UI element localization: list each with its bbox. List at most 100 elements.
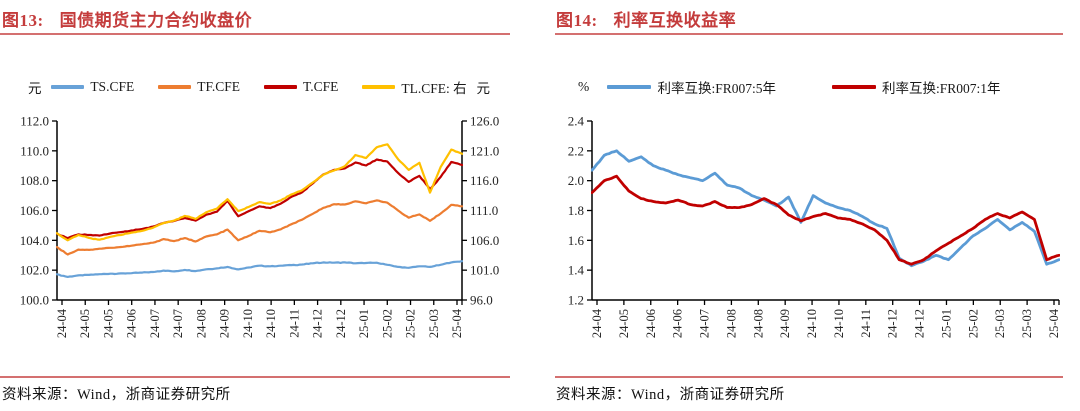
x-tick-label: 25-02 bbox=[404, 309, 418, 338]
series-line bbox=[56, 199, 463, 256]
y-tick-label: 101.0 bbox=[470, 263, 499, 278]
tick-marks bbox=[52, 120, 467, 305]
y-tick-label: 1.4 bbox=[568, 263, 585, 278]
figure-14-title: 图14: 利率互换收益率 bbox=[556, 6, 736, 31]
figure-14-label: 图14: bbox=[556, 11, 598, 30]
source-divider bbox=[555, 376, 1063, 378]
y-tick-label: 2.2 bbox=[568, 143, 584, 158]
y-tick-label: 111.0 bbox=[470, 203, 498, 218]
y-tick-label: 104.0 bbox=[20, 233, 49, 248]
y-tick-label: 106.0 bbox=[470, 233, 499, 248]
figure-13-panel: 图13: 国债期货主力合约收盘价 元 TS.CFE TF.CFE T.CFE TL.CF… bbox=[0, 6, 510, 403]
source-note: 资料来源：Wind，浙商证券研究所 bbox=[2, 387, 231, 403]
y-tick-label: 1.2 bbox=[568, 293, 584, 308]
y-tick-label: 2.4 bbox=[568, 114, 585, 129]
y-tick-label: 102.0 bbox=[20, 263, 49, 278]
x-tick-label: 24-04 bbox=[55, 308, 69, 338]
series-line bbox=[56, 158, 463, 240]
figure-14-chart-canvas: 1.2 1.4 1.6 1.8 2.0 2.2 2.4 24-04 24-05 24-06 24-0… bbox=[568, 114, 1061, 339]
x-tick-label: 24-09 bbox=[778, 309, 792, 338]
legend-swatch bbox=[51, 85, 85, 89]
legend-label: 利率互换:FR007:5年 bbox=[657, 81, 776, 96]
x-tick-label: 25-01 bbox=[940, 309, 954, 338]
legend-label: TS.CFE bbox=[90, 79, 135, 94]
legend-swatch bbox=[264, 85, 298, 89]
source-note: 资料来源：Wind，浙商证券研究所 bbox=[556, 387, 785, 403]
figure-13-label: 图13: bbox=[2, 11, 44, 30]
y-tick-label: 100.0 bbox=[20, 293, 49, 308]
x-tick-label: 24-05 bbox=[617, 309, 631, 338]
x-tick-label: 24-07 bbox=[698, 309, 712, 338]
x-tick-label: 24-12 bbox=[886, 309, 900, 338]
x-tick-label: 24-08 bbox=[194, 309, 208, 338]
x-tick-label: 24-06 bbox=[644, 309, 658, 338]
figure-13-title: 图13: 国债期货主力合约收盘价 bbox=[2, 6, 252, 31]
y-tick-label: 121.0 bbox=[470, 143, 499, 158]
figure-14-title-text: 利率互换收益率 bbox=[613, 11, 737, 30]
y-tick-label: 116.0 bbox=[470, 173, 499, 188]
x-tick-label: 24-06 bbox=[671, 309, 685, 338]
legend-row: % 利率互换:FR007:5年 利率互换:FR007:1年 bbox=[578, 78, 1030, 96]
x-tick-label: 24-10 bbox=[241, 309, 255, 338]
y-tick-label: 126.0 bbox=[470, 114, 499, 129]
y-tick-label: 112.0 bbox=[20, 114, 49, 129]
legend-swatch bbox=[158, 85, 192, 89]
y-tick-label: 2.0 bbox=[568, 173, 584, 188]
x-tick-label: 25-02 bbox=[966, 309, 980, 338]
x-tick-label: 24-10 bbox=[832, 309, 846, 338]
y-tick-label: 96.0 bbox=[470, 293, 493, 308]
x-tick-label: 24-05 bbox=[78, 309, 92, 338]
y-tick-label: 110.0 bbox=[20, 143, 49, 158]
x-tick-label: 25-03 bbox=[1020, 309, 1034, 338]
series-line bbox=[56, 143, 463, 242]
x-tick-label: 25-02 bbox=[380, 309, 394, 338]
x-tick-label: 24-12 bbox=[913, 309, 927, 338]
legend-item: TF.CFE bbox=[158, 79, 240, 95]
legend-item: T.CFE bbox=[264, 79, 338, 95]
series-line bbox=[591, 174, 1060, 266]
series-line bbox=[56, 260, 463, 278]
x-tick-label: 25-01 bbox=[357, 309, 371, 338]
figure-13-chart-canvas: 100.0 102.0 104.0 106.0 108.0 110.0 112.0 96.0 1… bbox=[20, 114, 500, 339]
legend-item: TL.CFE: 右 bbox=[362, 77, 467, 97]
x-tick-label: 24-08 bbox=[724, 309, 738, 338]
tick-labels: 100.0 102.0 104.0 106.0 108.0 110.0 112.0 96.0 1… bbox=[20, 114, 500, 339]
legend-swatch bbox=[832, 85, 876, 89]
x-tick-label: 24-12 bbox=[334, 309, 348, 338]
legend-swatch bbox=[607, 85, 652, 89]
axes bbox=[591, 121, 1059, 301]
x-tick-label: 24-07 bbox=[148, 309, 162, 338]
title-divider bbox=[0, 33, 510, 35]
y-axis-right-unit: 元 bbox=[476, 81, 491, 96]
x-tick-label: 25-03 bbox=[993, 309, 1007, 338]
series-group bbox=[591, 149, 1060, 268]
legend-swatch bbox=[362, 85, 396, 89]
x-tick-label: 24-08 bbox=[751, 309, 765, 338]
y-axis-left-unit: 元 bbox=[28, 81, 42, 96]
y-tick-label: 1.6 bbox=[568, 233, 585, 248]
legend: TS.CFE TF.CFE T.CFE TL.CFE: 右 bbox=[46, 77, 472, 97]
title-divider bbox=[555, 33, 1063, 35]
x-tick-label: 24-05 bbox=[102, 309, 116, 338]
tick-labels: 1.2 1.4 1.6 1.8 2.0 2.2 2.4 24-04 24-05 24-06 24-0… bbox=[568, 114, 1061, 339]
x-tick-label: 24-12 bbox=[311, 309, 325, 338]
y-tick-label: 108.0 bbox=[20, 173, 49, 188]
x-tick-label: 25-04 bbox=[450, 308, 464, 338]
legend-label: TL.CFE: 右 bbox=[401, 81, 467, 96]
legend-item: 利率互换:FR007:5年 bbox=[607, 77, 776, 97]
y-axis-left-unit: % bbox=[578, 79, 590, 94]
legend-row: 元 TS.CFE TF.CFE T.CFE TL.CFE: 右 元 bbox=[28, 78, 490, 96]
x-tick-label: 24-10 bbox=[264, 309, 278, 338]
y-tick-label: 1.8 bbox=[568, 203, 584, 218]
series-group bbox=[56, 143, 463, 278]
source-divider bbox=[0, 376, 510, 378]
legend: 利率互换:FR007:5年 利率互换:FR007:1年 bbox=[596, 77, 1012, 97]
figure-14-panel: 图14: 利率互换收益率 % 利率互换:FR007:5年 利率互换:FR007:1年… bbox=[540, 0, 1080, 411]
x-tick-label: 25-03 bbox=[427, 309, 441, 338]
x-tick-label: 24-06 bbox=[125, 309, 139, 338]
x-tick-label: 24-04 bbox=[590, 308, 604, 338]
figure-13-title-text: 国债期货主力合约收盘价 bbox=[59, 11, 253, 30]
x-tick-label: 24-11 bbox=[287, 309, 301, 338]
legend-label: T.CFE bbox=[303, 79, 339, 94]
